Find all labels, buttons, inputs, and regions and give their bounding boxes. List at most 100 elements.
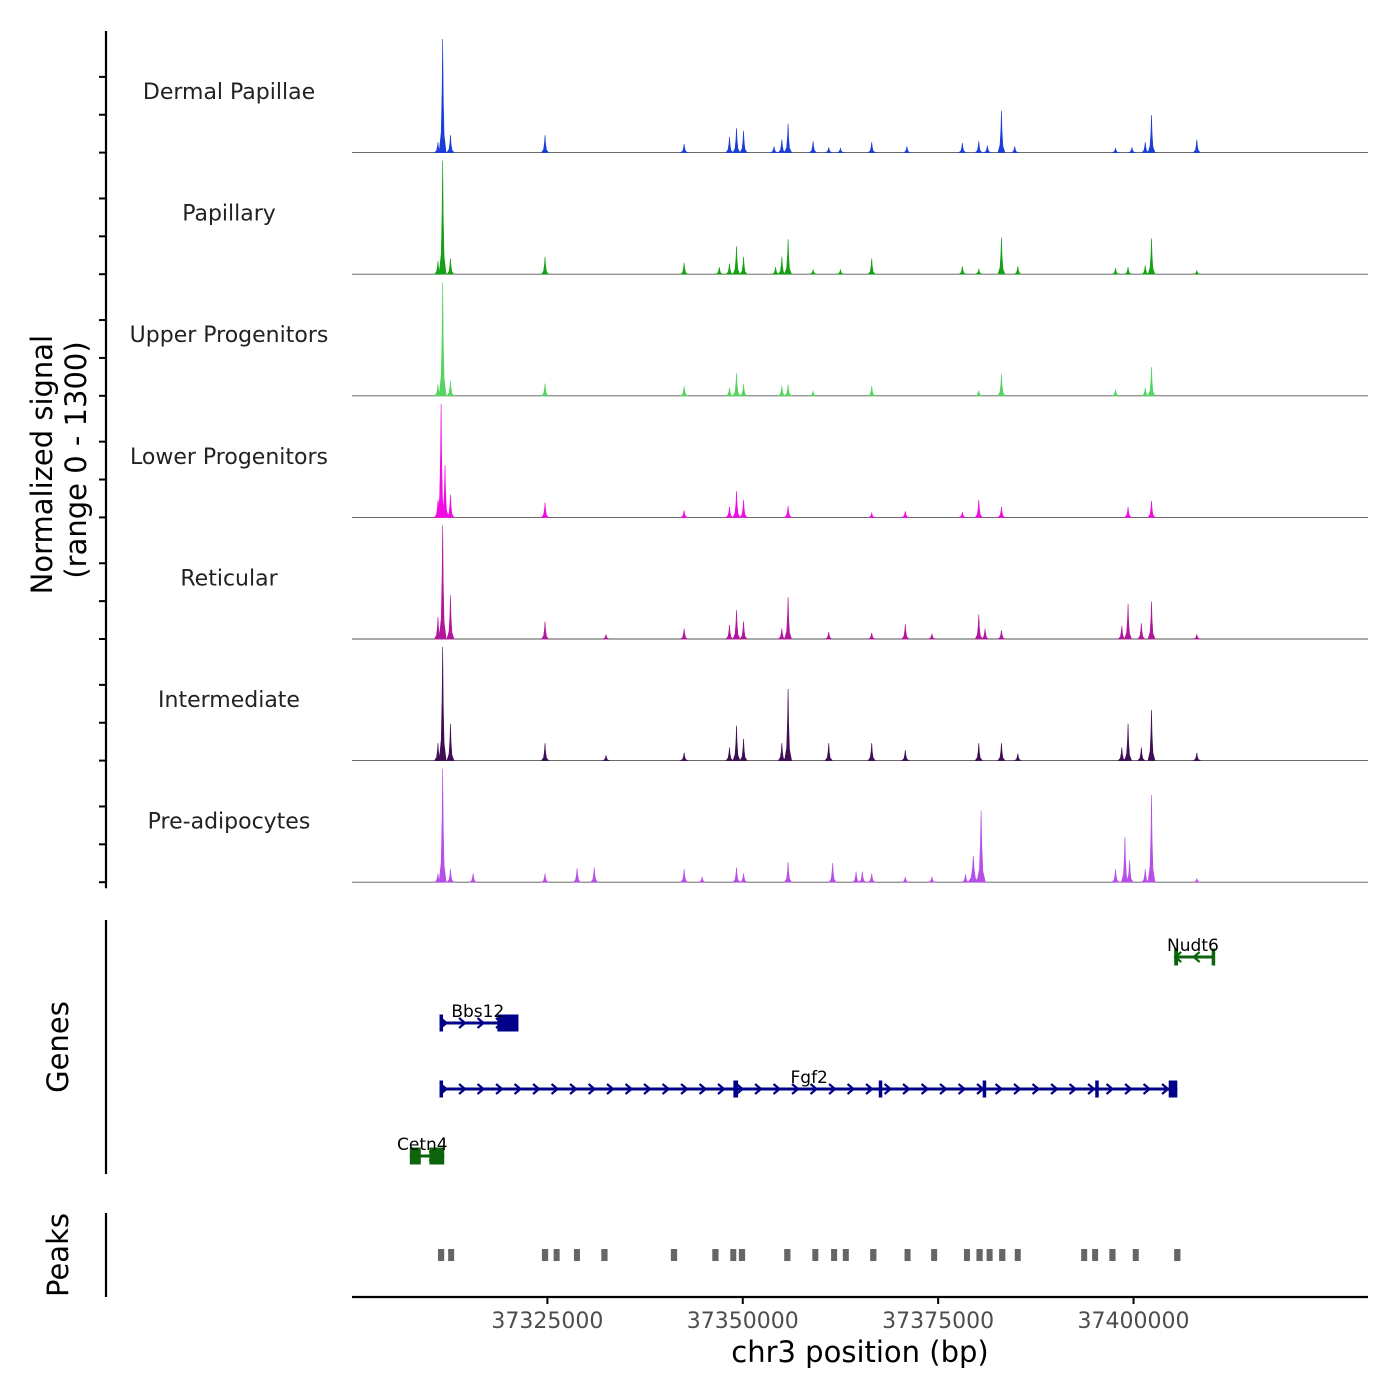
gene-exon	[1174, 948, 1179, 966]
signal-track: Intermediate	[158, 646, 1368, 762]
signal-track: Upper Progenitors	[130, 282, 1368, 397]
gene-label: Cetn4	[397, 1135, 448, 1155]
peak-region	[738, 1249, 746, 1261]
gene: Nudt6	[1167, 936, 1219, 966]
signal-peak	[724, 387, 735, 397]
signal-peak	[1147, 238, 1156, 275]
signal-peak	[1147, 709, 1156, 761]
signal-peak	[901, 511, 909, 518]
signal-peak	[997, 373, 1006, 397]
signal-peak	[602, 755, 610, 761]
signal-peak	[997, 506, 1006, 518]
signal-peak	[980, 628, 990, 640]
strand-chevron	[550, 1083, 560, 1095]
signal-peak	[836, 147, 845, 153]
peak-region	[904, 1249, 911, 1261]
strand-chevron	[1031, 1083, 1041, 1095]
signal-peak	[739, 621, 748, 640]
signal-peak	[770, 267, 780, 275]
signal-peak	[1147, 794, 1156, 883]
strand-chevron	[680, 1083, 689, 1095]
signal-track: Papillary	[182, 160, 1368, 275]
signal-peak	[1123, 506, 1133, 518]
signal-peak	[1011, 146, 1019, 153]
strand-chevron	[587, 1083, 597, 1095]
strand-chevron	[1050, 1083, 1059, 1095]
y-axis-title-line-1: Normalized signal	[25, 335, 59, 594]
strand-chevron	[828, 1083, 837, 1095]
peak-region	[842, 1249, 849, 1261]
signal-peak	[967, 855, 980, 883]
peak-region	[541, 1249, 549, 1261]
track-label: Reticular	[180, 566, 278, 591]
signal-peak	[590, 867, 599, 883]
signal-peak	[1147, 115, 1156, 153]
signal-peak	[868, 511, 876, 518]
signal-peak	[997, 237, 1006, 275]
signal-peak	[784, 862, 793, 883]
track-label: Papillary	[182, 202, 276, 227]
x-tick-label: 37375000	[882, 1309, 994, 1334]
signal-peak	[1141, 869, 1150, 883]
peak-region	[1081, 1249, 1088, 1261]
signal-peak	[679, 262, 689, 275]
signal-peak	[540, 743, 550, 761]
signal-peak	[858, 871, 867, 883]
peak-region	[1132, 1249, 1139, 1261]
signal-peak	[1192, 752, 1202, 761]
signal-peak	[828, 862, 837, 883]
signal-peak	[1111, 869, 1120, 883]
signal-peak	[679, 869, 689, 883]
signal-peak	[732, 491, 741, 518]
signal-peak	[446, 869, 455, 883]
strand-chevron	[458, 1083, 467, 1095]
signal-peak	[732, 867, 741, 883]
signal-peak	[784, 123, 793, 153]
strand-chevron	[532, 1083, 541, 1095]
peak-region	[1174, 1249, 1181, 1261]
gene-label: Fgf2	[791, 1068, 828, 1088]
strand-chevron	[865, 1083, 874, 1095]
strand-chevron	[458, 1017, 467, 1029]
peak-region	[437, 1249, 445, 1261]
signal-peak	[867, 873, 877, 883]
strand-chevron	[569, 1083, 578, 1095]
signal-peak	[739, 256, 748, 275]
signal-peak	[997, 630, 1007, 640]
signal-peak	[739, 499, 748, 518]
signal-peak	[901, 624, 910, 640]
signal-peak	[1147, 601, 1156, 640]
signal-peak	[867, 258, 876, 275]
y-axis-title: Normalized signal (range 0 - 1300)	[25, 326, 93, 595]
strand-chevron	[513, 1083, 523, 1095]
signal-peak	[975, 390, 983, 397]
signal-peak	[438, 160, 447, 275]
signal-peak	[725, 263, 734, 275]
signal-peak	[1123, 267, 1132, 275]
signal-peak	[1140, 142, 1150, 153]
signal-peak	[446, 723, 455, 761]
gene-exon	[439, 1080, 444, 1098]
signal-peak	[901, 750, 910, 761]
x-tick-label: 37325000	[491, 1309, 603, 1334]
peak-region	[601, 1249, 608, 1261]
x-axis: 37325000 37350000 37375000 37400000	[352, 1295, 1368, 1334]
strand-chevron	[939, 1083, 948, 1095]
strand-chevron	[624, 1083, 634, 1095]
signal-peak	[732, 610, 741, 640]
signal-peak	[433, 142, 443, 153]
signal-peak	[1111, 268, 1120, 275]
signal-peak	[602, 633, 610, 640]
signal-peak	[974, 499, 983, 518]
peak-region	[1092, 1249, 1099, 1261]
strand-chevron	[1124, 1083, 1133, 1095]
signal-peak	[770, 146, 778, 153]
strand-chevron	[1105, 1083, 1115, 1095]
signal-peak	[540, 873, 550, 883]
genes-panel: Nudt6 Bbs12 Fgf2 Cetn4	[104, 920, 1219, 1174]
gene-exon	[439, 1014, 444, 1032]
signal-peak	[809, 268, 817, 275]
strand-chevron	[1087, 1083, 1096, 1095]
signal-peak	[1140, 387, 1150, 397]
signal-peak	[975, 268, 983, 275]
